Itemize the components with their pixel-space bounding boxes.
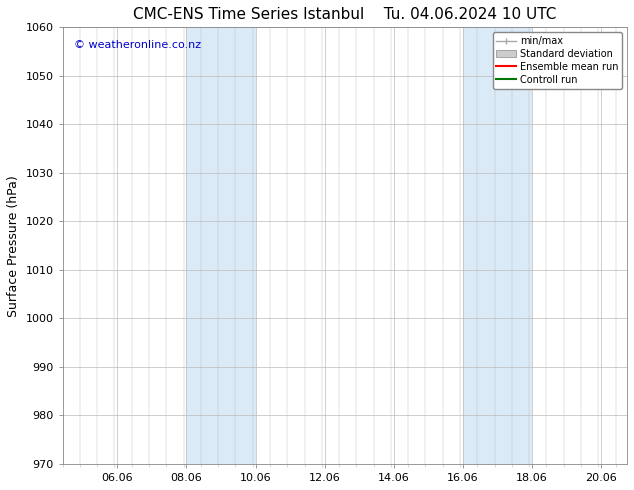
- Title: CMC-ENS Time Series Istanbul    Tu. 04.06.2024 10 UTC: CMC-ENS Time Series Istanbul Tu. 04.06.2…: [133, 7, 557, 22]
- Bar: [463, 27, 532, 464]
- Text: © weatheronline.co.nz: © weatheronline.co.nz: [74, 40, 201, 50]
- Legend: min/max, Standard deviation, Ensemble mean run, Controll run: min/max, Standard deviation, Ensemble me…: [493, 32, 622, 89]
- Y-axis label: Surface Pressure (hPa): Surface Pressure (hPa): [7, 175, 20, 317]
- Bar: [186, 27, 256, 464]
